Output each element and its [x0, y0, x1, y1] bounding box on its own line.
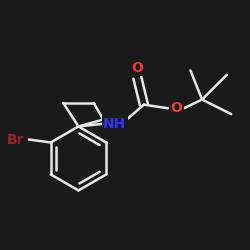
Text: O: O — [171, 101, 182, 115]
Text: Br: Br — [7, 132, 24, 146]
Text: O: O — [132, 61, 143, 75]
Text: NH: NH — [103, 116, 126, 130]
